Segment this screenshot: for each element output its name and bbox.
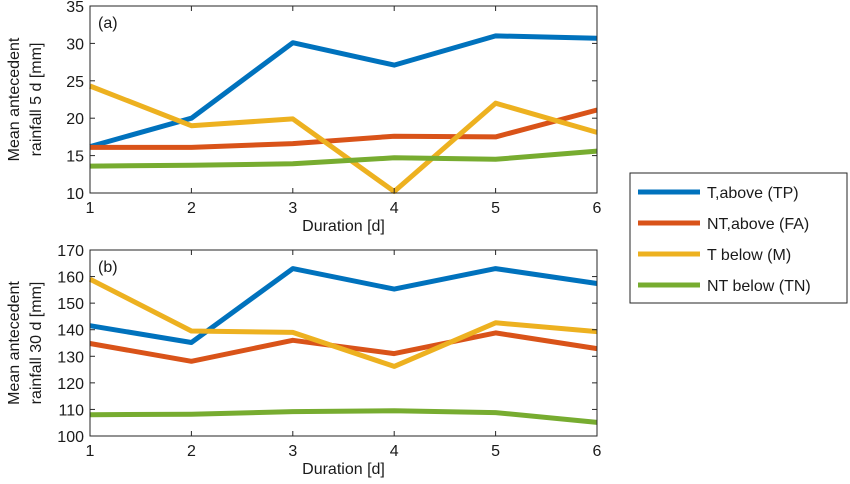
chart-panel-a: 1 2 3 4 5 6 10 15 20 25 30 35 Duration [d] Mean antec… bbox=[6, 0, 602, 235]
series-line-nt-above-fa- bbox=[90, 107, 598, 150]
y-tick-label: 110 bbox=[58, 402, 84, 419]
x-tick-label: 5 bbox=[491, 200, 500, 217]
series-line-nt-below-tn- bbox=[89, 148, 598, 169]
x-tick-label: 2 bbox=[187, 200, 196, 217]
series-line-t-above-tp- bbox=[89, 33, 598, 150]
chart-panel-b: 1 2 3 4 5 6 100 110 120 130 140 150 160 170 Duration [… bbox=[6, 243, 602, 478]
y-tick-label: 170 bbox=[57, 243, 84, 260]
x-tick-label: 4 bbox=[390, 200, 399, 217]
x-tick-label: 1 bbox=[86, 443, 95, 460]
y-tick-label: 150 bbox=[57, 296, 84, 313]
legend-label: NT below (TN) bbox=[707, 278, 811, 295]
legend-label: NT,above (FA) bbox=[707, 216, 809, 233]
y-tick-label: 15 bbox=[66, 149, 84, 166]
y-axis-label-line-1: Mean antecedent bbox=[6, 37, 23, 161]
axes-frame bbox=[89, 249, 598, 437]
legend-label: T,above (TP) bbox=[707, 185, 799, 202]
series-line-t-above-tp- bbox=[89, 266, 598, 345]
x-tick-label: 4 bbox=[390, 443, 399, 460]
x-tick-label: 3 bbox=[288, 443, 297, 460]
x-tick-label: 3 bbox=[288, 200, 297, 217]
panel-label: (b) bbox=[98, 259, 118, 276]
panel-label: (a) bbox=[98, 15, 118, 32]
x-tick-label: 5 bbox=[491, 443, 500, 460]
y-tick-label: 140 bbox=[57, 323, 84, 340]
axes-frame bbox=[89, 5, 598, 194]
y-tick-label: 25 bbox=[66, 74, 84, 91]
legend-label: T below (M) bbox=[707, 247, 791, 264]
y-axis-label-line-2: rainfall 5 d [mm] bbox=[28, 43, 45, 157]
y-tick-label: 130 bbox=[57, 349, 84, 366]
series-line-t-below-m- bbox=[89, 83, 598, 194]
x-tick-label: 6 bbox=[593, 200, 602, 217]
x-axis-label: Duration [d] bbox=[302, 461, 385, 478]
y-axis-label-line-2: rainfall 30 d [mm] bbox=[28, 282, 45, 405]
y-tick-label: 100 bbox=[57, 429, 84, 446]
legend: T,above (TP) NT,above (FA) T below (M) NT b… bbox=[629, 172, 848, 304]
x-tick-label: 1 bbox=[86, 200, 95, 217]
y-tick-label: 30 bbox=[66, 36, 84, 53]
y-axis-label-line-1: Mean antecedent bbox=[6, 281, 23, 405]
x-tick-label: 6 bbox=[593, 443, 602, 460]
y-tick-label: 160 bbox=[57, 270, 84, 287]
series-line-t-below-m- bbox=[88, 276, 598, 369]
y-axis-label: Mean antecedent rainfall 5 d [mm] bbox=[6, 37, 45, 161]
legend-box bbox=[629, 172, 848, 304]
y-tick-label: 20 bbox=[66, 111, 84, 128]
y-tick-label: 120 bbox=[57, 376, 84, 393]
y-tick-label: 10 bbox=[66, 186, 84, 203]
y-axis-label: Mean antecedent rainfall 30 d [mm] bbox=[6, 281, 45, 405]
x-axis-label: Duration [d] bbox=[302, 218, 385, 235]
series-line-nt-below-tn- bbox=[89, 408, 598, 425]
x-tick-label: 2 bbox=[187, 443, 196, 460]
y-tick-label: 35 bbox=[66, 0, 84, 16]
